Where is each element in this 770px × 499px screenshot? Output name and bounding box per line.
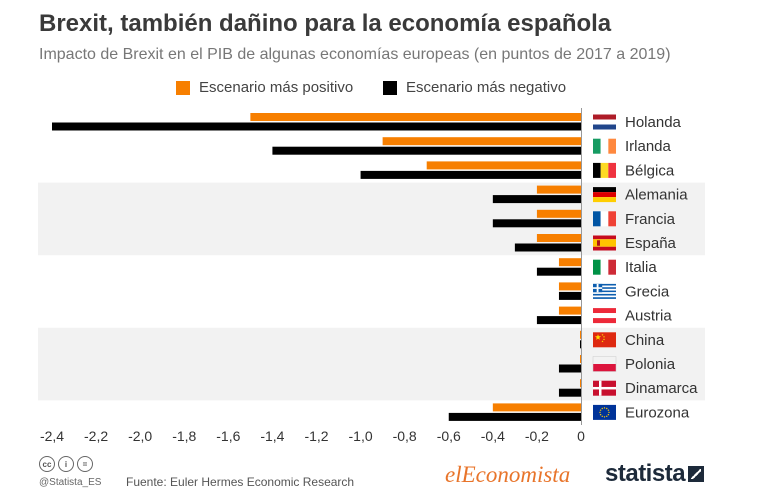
eleconomista-logo[interactable]: elEconomista [445, 462, 571, 487]
x-tick-label-10: -0,4 [481, 428, 505, 444]
flag-be-icon [593, 162, 616, 178]
x-tick-label-2: -2,0 [128, 428, 152, 444]
legend-swatch-negative [383, 80, 397, 95]
flag-at-icon [593, 308, 616, 324]
bar-negative-6 [536, 267, 581, 276]
x-tick-label-0: -2,4 [40, 428, 64, 444]
legend-label-positive: Escenario más positivo [199, 79, 354, 96]
flag-nl-icon [593, 114, 616, 130]
x-tick-label-7: -1,0 [349, 428, 373, 444]
bar-positive-6 [558, 258, 581, 267]
bar-positive-8 [558, 306, 581, 315]
flag-fr-icon [593, 211, 616, 227]
chart-bars [52, 113, 581, 421]
flag-de-icon [593, 187, 616, 203]
bar-negative-7 [558, 291, 581, 300]
statista-logo[interactable]: statista [605, 460, 686, 487]
category-label-11: Dinamarca [625, 380, 698, 397]
bar-negative-10 [558, 364, 581, 373]
category-label-3: Alemania [625, 187, 688, 204]
bar-negative-0 [52, 122, 581, 131]
flag-cn-icon [593, 332, 616, 348]
x-tick-label-5: -1,4 [260, 428, 284, 444]
footer-handle: @Statista_ES [39, 477, 102, 488]
flag-ie-icon [593, 138, 616, 154]
legend-label-negative: Escenario más negativo [406, 79, 567, 96]
bar-negative-1 [272, 146, 581, 155]
flag-dk-icon [593, 380, 616, 396]
bar-negative-8 [536, 316, 581, 325]
flag-it-icon [593, 259, 616, 275]
x-tick-label-11: -0,2 [525, 428, 549, 444]
license-icons: cc i = [39, 456, 93, 472]
x-tick-label-9: -0,6 [437, 428, 461, 444]
chart-legend: Escenario más positivo Escenario más neg… [0, 79, 770, 99]
legend-swatch-positive [176, 80, 190, 95]
bar-negative-2 [360, 170, 581, 179]
bar-positive-3 [536, 185, 581, 194]
flag-es-icon [593, 235, 616, 251]
bar-positive-2 [426, 161, 581, 170]
flag-eu-icon [593, 404, 616, 420]
category-label-2: Bélgica [625, 162, 675, 179]
category-label-1: Irlanda [625, 138, 672, 155]
bar-positive-7 [558, 282, 581, 291]
flag-icons [592, 114, 617, 420]
x-tick-label-4: -1,6 [216, 428, 240, 444]
legend-item-positive: Escenario más positivo [176, 79, 353, 96]
chart-title: Brexit, también dañino para la economía … [39, 10, 612, 37]
category-label-5: España [625, 235, 677, 252]
bar-negative-11 [558, 388, 581, 397]
bar-positive-12 [492, 403, 581, 412]
chart-subtitle: Impacto de Brexit en el PIB de algunas e… [39, 46, 671, 63]
bar-negative-9 [580, 340, 581, 349]
bar-positive-0 [250, 113, 581, 121]
legend-item-negative: Escenario más negativo [383, 79, 566, 96]
x-tick-label-1: -2,2 [84, 428, 108, 444]
attribution-icon: i [58, 456, 74, 472]
x-tick-label-6: -1,2 [304, 428, 328, 444]
category-label-10: Polonia [625, 356, 676, 373]
flag-gr-icon [593, 283, 616, 299]
category-label-9: China [625, 332, 665, 349]
bar-positive-9 [580, 330, 581, 339]
cc-icon: cc [39, 456, 55, 472]
bar-positive-11 [580, 379, 581, 388]
category-label-4: Francia [625, 211, 676, 228]
x-axis-ticks: -2,4 -2,2 -2,0 -1,8 -1,6 -1,4 -1,2 -1,0 -0,8 -0,6… [40, 428, 585, 444]
category-label-8: Austria [625, 308, 672, 325]
flag-pl-icon [592, 356, 617, 372]
category-label-6: Italia [625, 259, 657, 276]
bar-positive-5 [536, 234, 581, 242]
category-label-7: Grecia [625, 283, 670, 300]
category-label-0: Holanda [625, 114, 682, 131]
bar-positive-10 [580, 355, 581, 363]
bar-negative-12 [448, 412, 581, 421]
bar-negative-3 [492, 195, 581, 204]
statista-logo-mark-icon [688, 466, 704, 482]
x-tick-label-8: -0,8 [393, 428, 417, 444]
category-label-12: Eurozona [625, 404, 690, 421]
category-labels: Holanda Irlanda Bélgica Alemania Francia Espa… [625, 114, 698, 421]
no-derivatives-icon: = [77, 456, 93, 472]
bar-positive-1 [382, 137, 581, 146]
bar-negative-4 [492, 219, 581, 228]
bar-negative-5 [514, 243, 581, 252]
x-tick-label-12: 0 [577, 428, 585, 444]
x-tick-label-3: -1,8 [172, 428, 196, 444]
bar-positive-4 [536, 209, 581, 218]
footer-source: Fuente: Euler Hermes Economic Research [126, 475, 355, 489]
